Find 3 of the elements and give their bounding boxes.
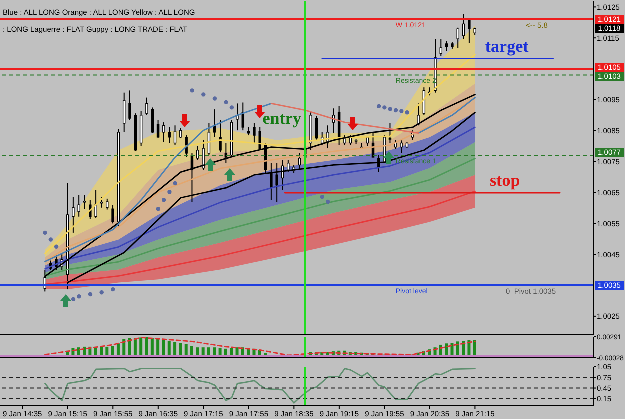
series-label: stop [490, 171, 520, 190]
ref-line-label: entry [262, 108, 302, 128]
series-label: target [485, 36, 529, 56]
